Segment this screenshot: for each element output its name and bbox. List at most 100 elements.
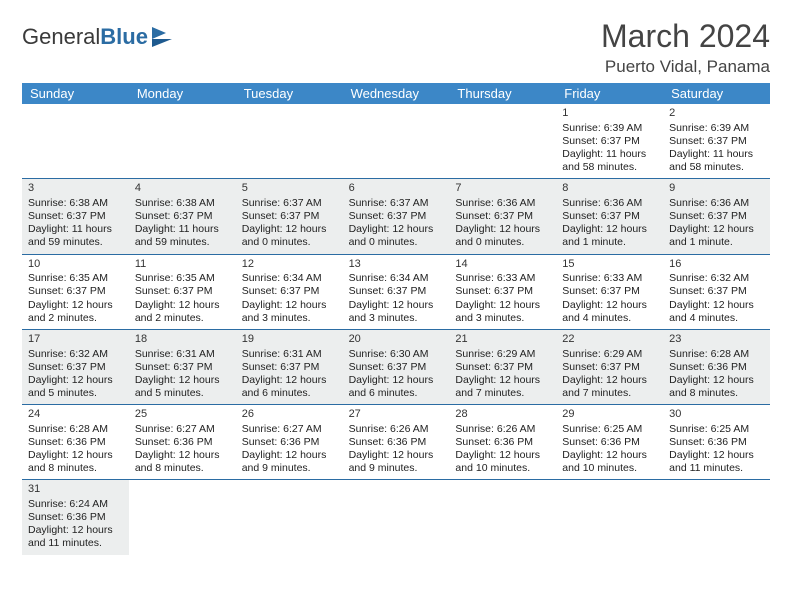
sunrise-text: Sunrise: 6:31 AM <box>242 348 337 361</box>
day-number: 24 <box>28 408 123 422</box>
sunset-text: Sunset: 6:37 PM <box>455 361 550 374</box>
sunrise-text: Sunrise: 6:24 AM <box>28 498 123 511</box>
logo-text-general: General <box>22 24 100 50</box>
daylight-text: Daylight: 12 hours and 3 minutes. <box>455 299 550 325</box>
day-cell: 23Sunrise: 6:28 AMSunset: 6:36 PMDayligh… <box>663 330 770 405</box>
sunrise-text: Sunrise: 6:26 AM <box>455 423 550 436</box>
week-row: 10Sunrise: 6:35 AMSunset: 6:37 PMDayligh… <box>22 255 770 330</box>
sunrise-text: Sunrise: 6:32 AM <box>669 272 764 285</box>
daylight-text: Daylight: 12 hours and 11 minutes. <box>28 524 123 550</box>
sunrise-text: Sunrise: 6:36 AM <box>562 197 657 210</box>
day-cell-empty <box>236 480 343 554</box>
day-cell: 20Sunrise: 6:30 AMSunset: 6:37 PMDayligh… <box>343 330 450 405</box>
sunset-text: Sunset: 6:37 PM <box>669 285 764 298</box>
day-number: 8 <box>562 182 657 196</box>
daylight-text: Daylight: 12 hours and 9 minutes. <box>242 449 337 475</box>
day-number: 19 <box>242 333 337 347</box>
sunset-text: Sunset: 6:37 PM <box>28 210 123 223</box>
day-cell: 11Sunrise: 6:35 AMSunset: 6:37 PMDayligh… <box>129 255 236 330</box>
day-header-cell: Friday <box>556 83 663 104</box>
day-header-cell: Monday <box>129 83 236 104</box>
sunset-text: Sunset: 6:37 PM <box>242 361 337 374</box>
sunrise-text: Sunrise: 6:32 AM <box>28 348 123 361</box>
title-block: March 2024 Puerto Vidal, Panama <box>601 18 770 77</box>
day-cell: 4Sunrise: 6:38 AMSunset: 6:37 PMDaylight… <box>129 179 236 254</box>
calendar-body: 1Sunrise: 6:39 AMSunset: 6:37 PMDaylight… <box>22 104 770 555</box>
day-cell: 10Sunrise: 6:35 AMSunset: 6:37 PMDayligh… <box>22 255 129 330</box>
week-row: 17Sunrise: 6:32 AMSunset: 6:37 PMDayligh… <box>22 330 770 405</box>
day-cell-empty <box>343 480 450 554</box>
daylight-text: Daylight: 12 hours and 3 minutes. <box>349 299 444 325</box>
day-number: 9 <box>669 182 764 196</box>
sunset-text: Sunset: 6:37 PM <box>349 361 444 374</box>
day-cell: 3Sunrise: 6:38 AMSunset: 6:37 PMDaylight… <box>22 179 129 254</box>
day-cell: 1Sunrise: 6:39 AMSunset: 6:37 PMDaylight… <box>556 104 663 179</box>
sunset-text: Sunset: 6:37 PM <box>135 210 230 223</box>
daylight-text: Daylight: 12 hours and 5 minutes. <box>135 374 230 400</box>
day-number: 30 <box>669 408 764 422</box>
day-number: 15 <box>562 258 657 272</box>
day-number: 26 <box>242 408 337 422</box>
day-number: 27 <box>349 408 444 422</box>
day-cell: 19Sunrise: 6:31 AMSunset: 6:37 PMDayligh… <box>236 330 343 405</box>
daylight-text: Daylight: 12 hours and 7 minutes. <box>562 374 657 400</box>
day-cell: 13Sunrise: 6:34 AMSunset: 6:37 PMDayligh… <box>343 255 450 330</box>
daylight-text: Daylight: 12 hours and 5 minutes. <box>28 374 123 400</box>
day-number: 2 <box>669 107 764 121</box>
week-row: 31Sunrise: 6:24 AMSunset: 6:36 PMDayligh… <box>22 480 770 554</box>
daylight-text: Daylight: 11 hours and 58 minutes. <box>669 148 764 174</box>
day-header-cell: Thursday <box>449 83 556 104</box>
sunset-text: Sunset: 6:37 PM <box>562 361 657 374</box>
day-cell: 26Sunrise: 6:27 AMSunset: 6:36 PMDayligh… <box>236 405 343 480</box>
sunrise-text: Sunrise: 6:25 AM <box>669 423 764 436</box>
daylight-text: Daylight: 12 hours and 0 minutes. <box>455 223 550 249</box>
sunrise-text: Sunrise: 6:35 AM <box>135 272 230 285</box>
day-cell: 18Sunrise: 6:31 AMSunset: 6:37 PMDayligh… <box>129 330 236 405</box>
sunrise-text: Sunrise: 6:35 AM <box>28 272 123 285</box>
daylight-text: Daylight: 12 hours and 11 minutes. <box>669 449 764 475</box>
sunset-text: Sunset: 6:37 PM <box>349 285 444 298</box>
day-cell-empty <box>22 104 129 179</box>
day-cell: 31Sunrise: 6:24 AMSunset: 6:36 PMDayligh… <box>22 480 129 554</box>
day-cell-empty <box>449 104 556 179</box>
day-number: 18 <box>135 333 230 347</box>
sunrise-text: Sunrise: 6:26 AM <box>349 423 444 436</box>
sunset-text: Sunset: 6:37 PM <box>135 361 230 374</box>
week-row: 3Sunrise: 6:38 AMSunset: 6:37 PMDaylight… <box>22 179 770 254</box>
day-cell: 27Sunrise: 6:26 AMSunset: 6:36 PMDayligh… <box>343 405 450 480</box>
day-number: 6 <box>349 182 444 196</box>
daylight-text: Daylight: 12 hours and 4 minutes. <box>669 299 764 325</box>
sunset-text: Sunset: 6:36 PM <box>669 436 764 449</box>
day-number: 22 <box>562 333 657 347</box>
sunset-text: Sunset: 6:37 PM <box>455 210 550 223</box>
daylight-text: Daylight: 12 hours and 4 minutes. <box>562 299 657 325</box>
sunrise-text: Sunrise: 6:33 AM <box>562 272 657 285</box>
day-cell: 21Sunrise: 6:29 AMSunset: 6:37 PMDayligh… <box>449 330 556 405</box>
daylight-text: Daylight: 11 hours and 58 minutes. <box>562 148 657 174</box>
day-cell: 12Sunrise: 6:34 AMSunset: 6:37 PMDayligh… <box>236 255 343 330</box>
daylight-text: Daylight: 12 hours and 8 minutes. <box>135 449 230 475</box>
day-number: 10 <box>28 258 123 272</box>
day-cell: 7Sunrise: 6:36 AMSunset: 6:37 PMDaylight… <box>449 179 556 254</box>
daylight-text: Daylight: 12 hours and 7 minutes. <box>455 374 550 400</box>
sunset-text: Sunset: 6:36 PM <box>455 436 550 449</box>
day-cell: 29Sunrise: 6:25 AMSunset: 6:36 PMDayligh… <box>556 405 663 480</box>
daylight-text: Daylight: 12 hours and 2 minutes. <box>28 299 123 325</box>
location-subtitle: Puerto Vidal, Panama <box>601 57 770 77</box>
sunrise-text: Sunrise: 6:37 AM <box>349 197 444 210</box>
day-cell: 15Sunrise: 6:33 AMSunset: 6:37 PMDayligh… <box>556 255 663 330</box>
sunrise-text: Sunrise: 6:34 AM <box>349 272 444 285</box>
daylight-text: Daylight: 12 hours and 8 minutes. <box>28 449 123 475</box>
day-cell: 2Sunrise: 6:39 AMSunset: 6:37 PMDaylight… <box>663 104 770 179</box>
daylight-text: Daylight: 12 hours and 8 minutes. <box>669 374 764 400</box>
day-number: 31 <box>28 483 123 497</box>
sunrise-text: Sunrise: 6:33 AM <box>455 272 550 285</box>
day-number: 28 <box>455 408 550 422</box>
logo-flag-icon <box>152 27 166 39</box>
sunrise-text: Sunrise: 6:25 AM <box>562 423 657 436</box>
day-cell-empty <box>663 480 770 554</box>
sunrise-text: Sunrise: 6:36 AM <box>455 197 550 210</box>
day-number: 7 <box>455 182 550 196</box>
logo-text-blue: Blue <box>100 24 148 50</box>
daylight-text: Daylight: 12 hours and 1 minute. <box>562 223 657 249</box>
